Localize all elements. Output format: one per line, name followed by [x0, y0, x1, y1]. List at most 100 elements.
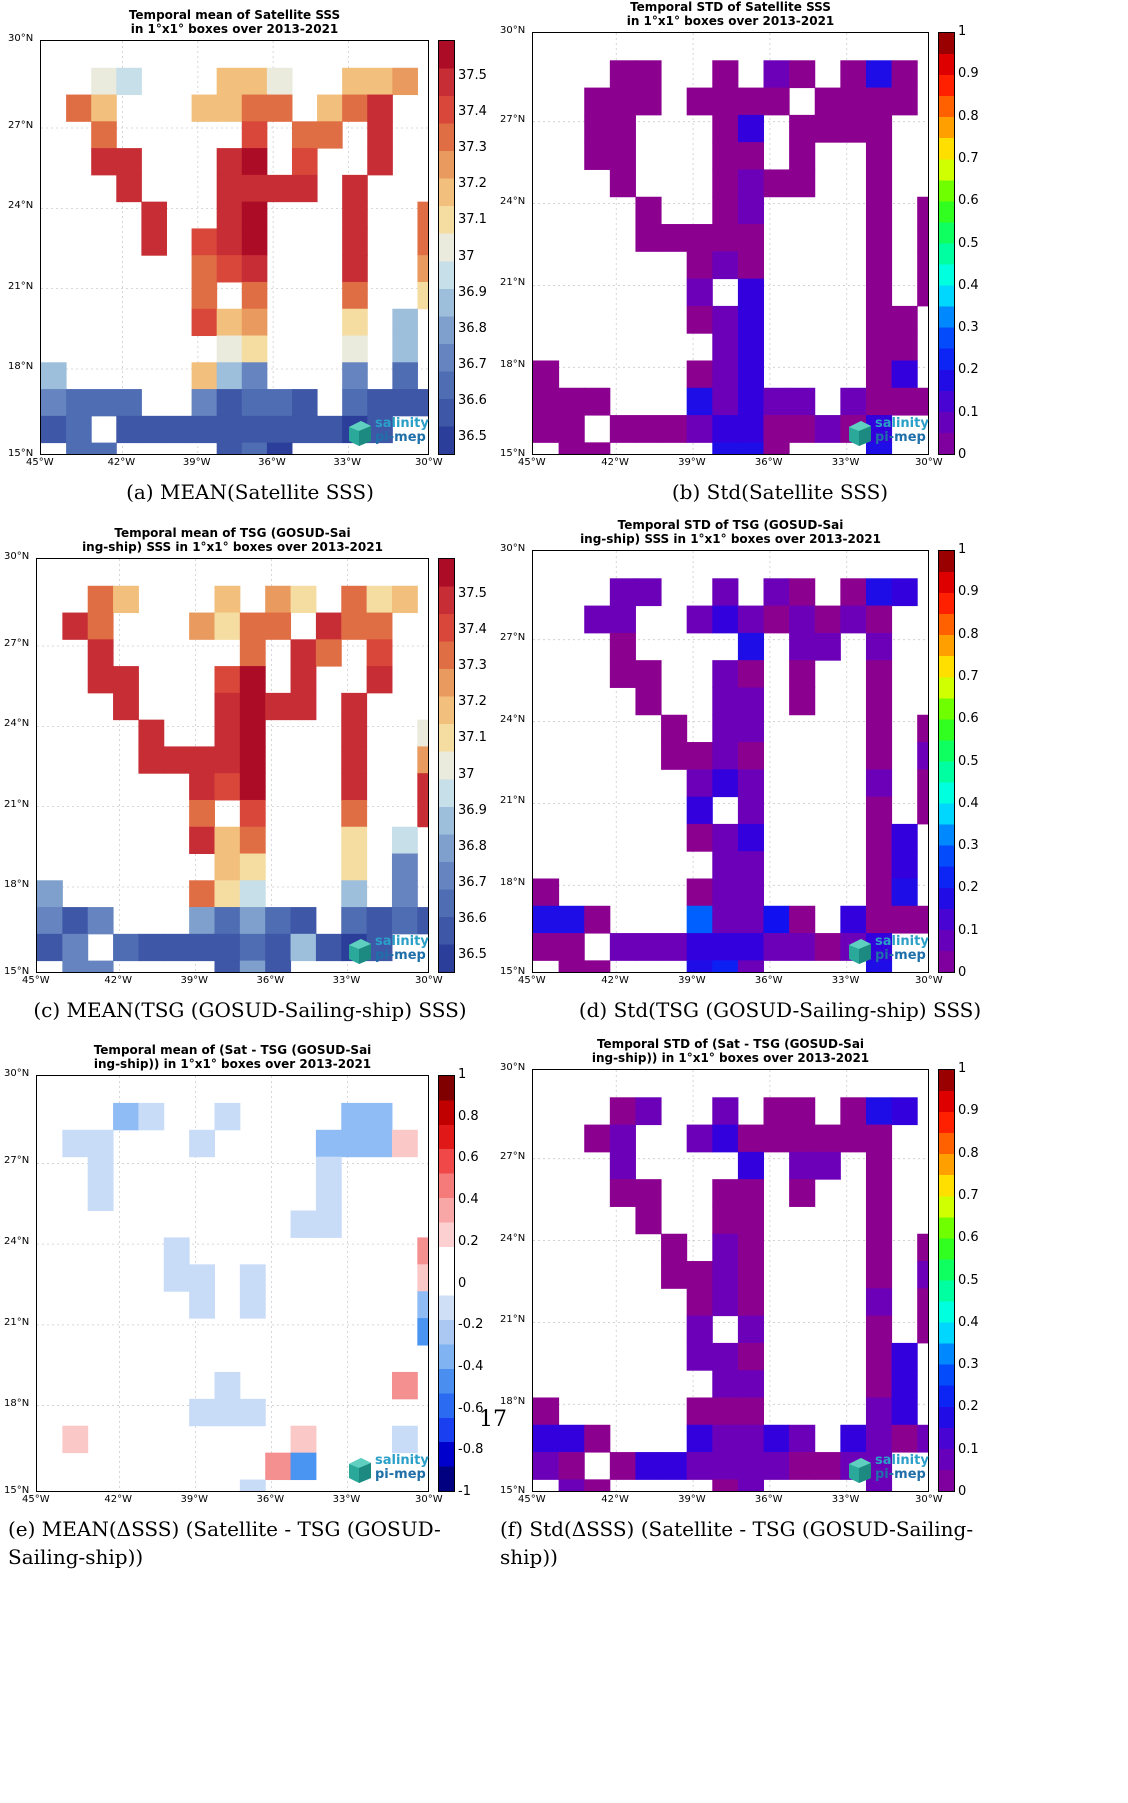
heatmap-cell — [865, 1479, 893, 1491]
heatmap-cell — [241, 389, 268, 417]
heatmap-cell — [239, 960, 266, 972]
heatmap-cell — [342, 94, 368, 122]
heatmap-cell — [87, 639, 114, 667]
lon-tick-label: 45°W — [26, 457, 54, 468]
heatmap-cell — [62, 907, 89, 935]
heatmap-cell — [917, 1315, 928, 1344]
heatmap-cell — [865, 578, 893, 607]
heatmap-cell — [917, 1233, 928, 1262]
heatmap-cell — [865, 1233, 893, 1262]
heatmap-cell — [635, 1206, 662, 1235]
heatmap-cell — [917, 1288, 928, 1317]
heatmap-cell — [891, 1097, 918, 1126]
heatmap-cell — [189, 773, 215, 801]
heatmap-cell — [239, 907, 266, 935]
heatmap-cell — [62, 933, 89, 962]
heatmap-cell — [865, 1179, 893, 1207]
heatmap-cell — [584, 960, 611, 972]
heatmap-cell — [635, 933, 662, 961]
lon-tick-label: 45°W — [518, 975, 546, 986]
heatmap-cell — [917, 278, 928, 307]
heatmap-cell — [191, 228, 218, 256]
lat-tick-label: 27°N — [8, 120, 34, 132]
heatmap-cell — [558, 442, 585, 454]
salinity-pi-mep-logo: salinity pi-mep — [847, 413, 929, 449]
heatmap-cell — [737, 1233, 765, 1262]
heatmap-cell — [417, 228, 428, 256]
heatmap-cell — [891, 851, 918, 879]
heatmap-cell — [737, 251, 765, 280]
heatmap-cell — [341, 880, 368, 908]
heatmap-cell — [366, 1129, 393, 1158]
salinity-pi-mep-logo: salinity pi-mep — [847, 1450, 929, 1486]
heatmap-cell — [763, 905, 790, 934]
heatmap-cell — [635, 578, 662, 607]
heatmap-cell — [241, 255, 268, 283]
heatmap-cell — [917, 224, 928, 252]
heatmap-cell — [789, 1124, 816, 1153]
heatmap-cell — [737, 196, 765, 225]
heatmap-cell — [417, 1318, 428, 1346]
panel-title: Temporal mean of TSG (GOSUD-Sai ing-ship)… — [13, 526, 453, 554]
heatmap-cell — [37, 907, 63, 935]
colorbar-tick-label: 0.7 — [958, 1187, 979, 1203]
heatmap-cell — [712, 1233, 739, 1262]
heatmap-cell — [789, 905, 816, 934]
heatmap-cell — [737, 1206, 765, 1235]
panel-title: Temporal STD of TSG (GOSUD-Sai ing-ship) … — [511, 518, 951, 546]
lat-tick-label: 21°N — [4, 1316, 30, 1328]
heatmap-cell — [189, 826, 215, 855]
heatmap-cell — [712, 1452, 739, 1480]
lat-tick-label: 21°N — [8, 280, 34, 292]
heatmap-cell — [315, 1129, 342, 1158]
panel-caption-line: (e) MEAN(ΔSSS) (Satellite - TSG (GOSUD- — [8, 1517, 441, 1541]
heatmap-cell — [686, 1288, 713, 1317]
colorbar-tick-label: 37.1 — [458, 212, 487, 228]
heatmap-cell — [891, 305, 918, 334]
logo-line1: salinity — [375, 934, 429, 949]
colorbar-tick-label: 37 — [458, 248, 475, 264]
heatmap-cell — [239, 692, 266, 721]
salinity-pi-mep-logo: salinity pi-mep — [847, 931, 929, 967]
heatmap-cell — [917, 796, 928, 825]
lon-tick-label: 45°W — [22, 975, 50, 986]
heatmap-cell — [865, 632, 893, 661]
heatmap-cell — [737, 714, 765, 743]
lon-tick-label: 36°W — [256, 1494, 285, 1505]
heatmap-cell — [917, 251, 928, 280]
heatmap-cell — [189, 746, 215, 774]
heatmap-cell — [712, 578, 739, 607]
lon-tick-label: 30°W — [915, 975, 943, 986]
heatmap-cell — [558, 1452, 585, 1480]
heatmap-cell — [712, 1097, 739, 1126]
heatmap-cell — [214, 719, 241, 747]
colorbar-tick-label: 0.4 — [958, 795, 979, 811]
heatmap-cell — [891, 60, 918, 89]
heatmap-cell — [189, 799, 215, 828]
heatmap-cell — [317, 121, 343, 149]
panel-title-line: Temporal STD of (Sat - TSG (GOSUD-Sai — [596, 1037, 865, 1051]
heatmap-cell — [712, 196, 739, 225]
heatmap-cell — [87, 960, 114, 972]
heatmap-cell — [417, 746, 428, 774]
heatmap-cell — [214, 1371, 241, 1400]
heatmap-cell — [367, 148, 393, 176]
heatmap-cell — [91, 389, 117, 417]
colorbar-tick-label: 0.5 — [958, 1272, 979, 1288]
colorbar-tick-label: 37 — [458, 766, 475, 782]
heatmap-cell — [635, 660, 662, 688]
panel-title: Temporal STD of (Sat - TSG (GOSUD-Sai ing… — [511, 1037, 951, 1065]
heatmap-cell — [737, 1452, 765, 1480]
heatmap-cell — [163, 746, 190, 774]
logo-line2: pi-mep — [875, 1467, 926, 1482]
heatmap-cell — [814, 1452, 841, 1480]
heatmap-cell — [712, 605, 739, 634]
heatmap-cell — [763, 1124, 790, 1153]
colorbar-tick-label: 36.5 — [458, 946, 487, 962]
heatmap-cell — [342, 228, 368, 256]
heatmap-cell — [737, 114, 765, 143]
heatmap-cell — [686, 960, 713, 972]
heatmap-plot — [36, 1075, 429, 1492]
heatmap-svg — [41, 41, 428, 454]
heatmap-cell — [737, 769, 765, 798]
